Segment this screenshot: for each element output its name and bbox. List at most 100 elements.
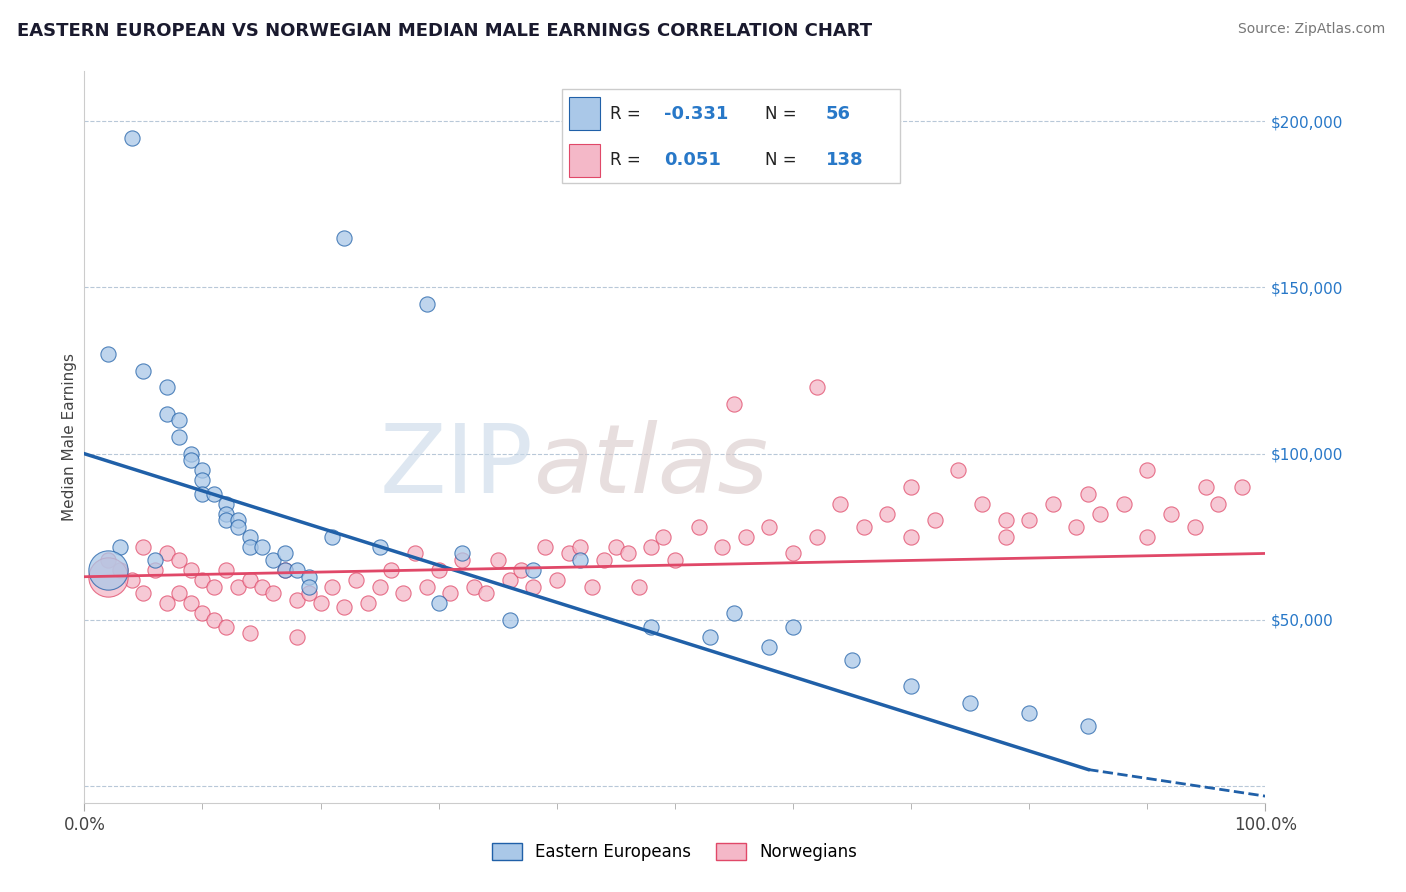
Point: [262, 553, 284, 567]
Point: [841, 653, 863, 667]
Point: [309, 596, 332, 610]
Text: Source: ZipAtlas.com: Source: ZipAtlas.com: [1237, 22, 1385, 37]
Point: [239, 626, 262, 640]
Y-axis label: Median Male Earnings: Median Male Earnings: [62, 353, 77, 521]
Point: [167, 553, 190, 567]
Point: [852, 520, 875, 534]
Point: [451, 553, 474, 567]
Point: [924, 513, 946, 527]
Point: [416, 580, 439, 594]
Point: [357, 596, 380, 610]
Text: -0.331: -0.331: [664, 104, 728, 122]
Point: [121, 573, 143, 587]
Point: [333, 230, 356, 244]
Point: [180, 447, 202, 461]
Point: [806, 530, 828, 544]
Point: [1230, 480, 1253, 494]
Point: [202, 486, 225, 500]
Point: [640, 619, 662, 633]
Point: [180, 563, 202, 577]
Point: [616, 546, 638, 560]
Point: [239, 530, 262, 544]
Point: [156, 596, 179, 610]
Point: [132, 363, 155, 377]
Point: [274, 563, 297, 577]
Point: [640, 540, 662, 554]
Point: [1066, 520, 1088, 534]
Text: atlas: atlas: [533, 420, 768, 513]
Point: [404, 546, 426, 560]
Point: [723, 397, 745, 411]
Point: [108, 540, 131, 554]
Text: N =: N =: [765, 152, 796, 169]
Point: [191, 607, 214, 621]
Point: [1018, 706, 1040, 720]
Point: [427, 596, 450, 610]
Point: [226, 580, 249, 594]
Point: [285, 630, 308, 644]
Point: [156, 380, 179, 394]
Point: [298, 570, 321, 584]
Point: [510, 563, 533, 577]
Point: [652, 530, 675, 544]
Point: [994, 513, 1017, 527]
Point: [900, 680, 922, 694]
Point: [202, 580, 225, 594]
Point: [202, 613, 225, 627]
Text: 0.051: 0.051: [664, 152, 720, 169]
Point: [215, 619, 238, 633]
Point: [239, 573, 262, 587]
Point: [569, 553, 592, 567]
Point: [250, 580, 273, 594]
Point: [215, 563, 238, 577]
Point: [239, 540, 262, 554]
Point: [156, 546, 179, 560]
Point: [1160, 507, 1182, 521]
Bar: [569, 96, 599, 130]
Point: [285, 593, 308, 607]
Point: [427, 563, 450, 577]
Point: [1077, 719, 1099, 733]
Point: [1042, 497, 1064, 511]
Point: [439, 586, 461, 600]
Point: [380, 563, 402, 577]
Point: [321, 530, 343, 544]
Point: [333, 599, 356, 614]
Point: [191, 473, 214, 487]
Point: [758, 640, 780, 654]
Point: [180, 596, 202, 610]
Point: [97, 347, 120, 361]
Point: [215, 513, 238, 527]
Point: [167, 430, 190, 444]
Point: [959, 696, 981, 710]
Point: [285, 563, 308, 577]
Point: [699, 630, 721, 644]
Point: [451, 546, 474, 560]
Point: [688, 520, 710, 534]
Point: [132, 540, 155, 554]
Point: [97, 553, 120, 567]
Bar: [569, 144, 599, 178]
Point: [368, 580, 391, 594]
Point: [344, 573, 367, 587]
Point: [97, 570, 120, 584]
Point: [734, 530, 756, 544]
Point: [1018, 513, 1040, 527]
Point: [900, 530, 922, 544]
Text: EASTERN EUROPEAN VS NORWEGIAN MEDIAN MALE EARNINGS CORRELATION CHART: EASTERN EUROPEAN VS NORWEGIAN MEDIAN MAL…: [17, 22, 872, 40]
Point: [215, 497, 238, 511]
Text: R =: R =: [610, 104, 640, 122]
Point: [143, 563, 166, 577]
Point: [368, 540, 391, 554]
Point: [1206, 497, 1229, 511]
Point: [167, 413, 190, 427]
Point: [723, 607, 745, 621]
Point: [250, 540, 273, 554]
Point: [522, 580, 544, 594]
Point: [1112, 497, 1135, 511]
Point: [167, 586, 190, 600]
Point: [121, 131, 143, 145]
Text: N =: N =: [765, 104, 796, 122]
Point: [546, 573, 568, 587]
Point: [664, 553, 686, 567]
